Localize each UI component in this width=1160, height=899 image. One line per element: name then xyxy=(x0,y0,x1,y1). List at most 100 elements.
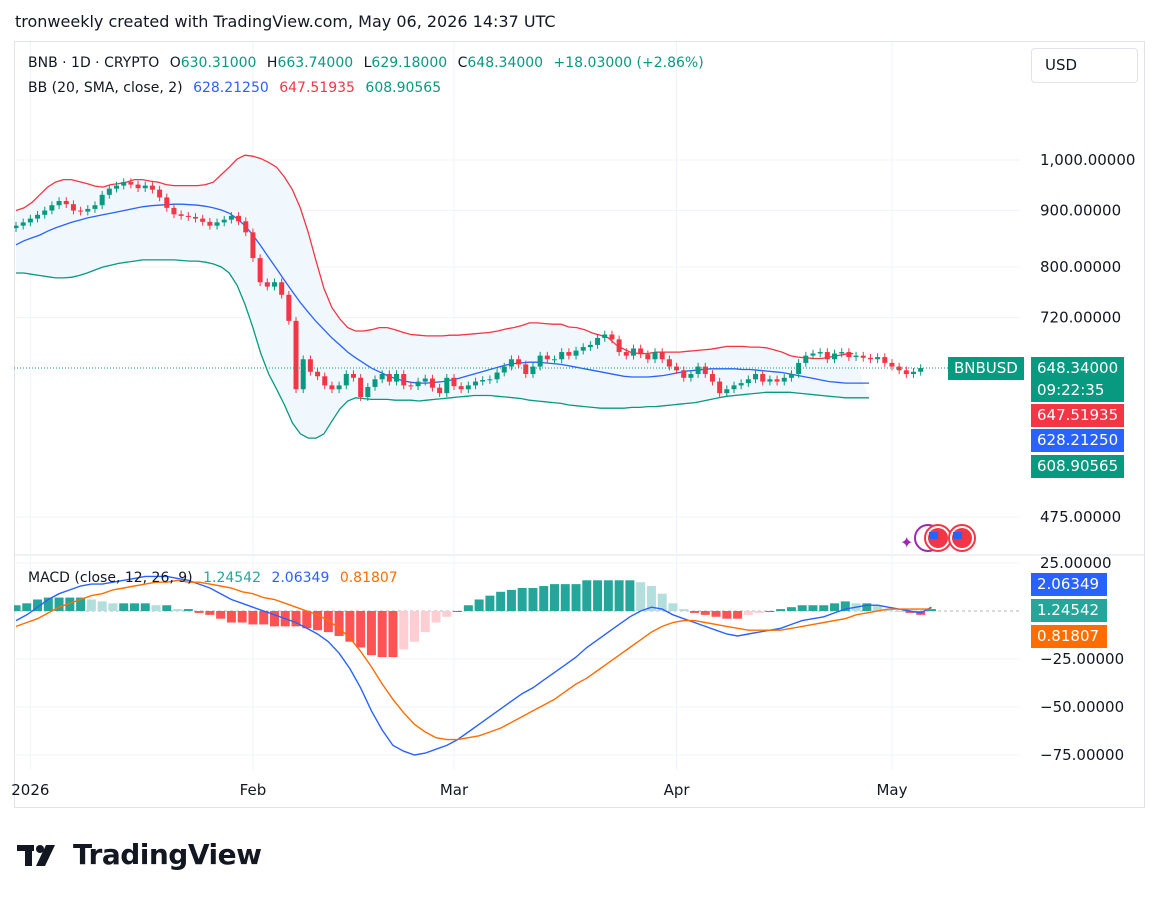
candle-body xyxy=(602,334,608,338)
macd-histogram-bar xyxy=(237,611,247,623)
candle-body xyxy=(379,374,385,380)
macd-histogram-bar xyxy=(646,586,656,611)
price-axis-tick: 720.00000 xyxy=(1040,309,1121,327)
macd-histogram-bar xyxy=(625,580,635,611)
macd-histogram-bar xyxy=(226,611,236,623)
legend-price: BNB · 1D · CRYPTO O630.31000 H663.74000 … xyxy=(28,55,710,71)
candle-body xyxy=(559,352,565,360)
macd-histogram-bar xyxy=(129,603,139,611)
candle-body xyxy=(832,353,838,360)
price-axis-tick: 1,000.00000 xyxy=(1040,151,1135,169)
candle-body xyxy=(149,185,155,190)
legend-open: O630.31000 xyxy=(169,55,257,71)
macd-histogram-bar xyxy=(399,611,409,650)
candle-body xyxy=(358,377,364,398)
macd-histogram-bar xyxy=(269,611,279,627)
candle-body xyxy=(401,374,407,386)
candle-body xyxy=(250,232,256,259)
candle-body xyxy=(674,366,680,371)
candle-body xyxy=(745,379,751,384)
macd-histogram-bar xyxy=(819,605,829,611)
candles xyxy=(14,178,1020,401)
candle-body xyxy=(114,185,120,189)
macd-histogram-bar xyxy=(926,609,936,611)
macd-histogram-bar xyxy=(496,591,506,611)
macd-histogram-bar xyxy=(883,609,893,611)
macd-histogram-bar xyxy=(248,611,258,625)
legend-symbol[interactable]: BNB · 1D · CRYPTO xyxy=(28,55,160,71)
legend-macd-label[interactable]: MACD (close, 12, 26, 9) xyxy=(28,570,193,586)
macd-histogram-bar xyxy=(722,611,732,619)
symbol-tag: BNBUSD xyxy=(948,357,1024,380)
candle-body xyxy=(106,188,112,195)
tradingview-logo[interactable]: TradingView xyxy=(17,838,262,871)
macd-line xyxy=(15,575,932,756)
candle-body xyxy=(846,352,852,358)
candle-body xyxy=(85,208,91,212)
chart-header: tronweekly created with TradingView.com,… xyxy=(15,12,556,31)
macd-histogram-bar xyxy=(905,611,915,613)
macd-histogram-bar xyxy=(743,611,753,615)
bollinger-band-fill xyxy=(16,155,869,439)
candle-body xyxy=(92,205,98,209)
macd-histogram-bar xyxy=(754,611,764,613)
legend-macd-line: 2.06349 xyxy=(271,570,330,586)
macd-histogram-bar xyxy=(43,597,53,611)
macd-histogram xyxy=(14,580,936,658)
tradingview-logo-text: TradingView xyxy=(73,838,262,871)
candle-body xyxy=(516,359,522,365)
candle-body xyxy=(587,344,593,348)
macd-histogram-bar xyxy=(485,595,495,611)
bb-upper-tag: 647.51935 xyxy=(1031,404,1124,427)
candle-body xyxy=(889,362,895,367)
candle-body xyxy=(810,353,816,356)
macd-histogram-bar xyxy=(840,601,850,611)
candle-body xyxy=(738,383,744,386)
macd-histogram-bar xyxy=(420,611,430,633)
macd-histogram-bar xyxy=(313,611,323,631)
macd-lines xyxy=(15,575,932,756)
candle-body xyxy=(623,352,629,356)
candle-body xyxy=(121,182,127,186)
bollinger-fill xyxy=(16,155,869,439)
candle-body xyxy=(135,184,141,189)
macd-histogram-bar xyxy=(453,611,463,612)
economic-events-icon[interactable]: ✦ xyxy=(900,522,990,554)
candle-body xyxy=(695,366,701,375)
macd-histogram-bar xyxy=(614,580,624,611)
legend-bb-upper: 647.51935 xyxy=(279,80,355,96)
macd-histogram-bar xyxy=(431,611,441,623)
macd-histogram-bar xyxy=(334,611,344,636)
candle-body xyxy=(286,294,292,321)
candle-body xyxy=(774,379,780,382)
macd-histogram-bar xyxy=(776,609,786,611)
legend-macd-hist: 1.24542 xyxy=(203,570,261,586)
candle-body xyxy=(178,214,184,216)
macd-histogram-bar xyxy=(474,599,484,611)
candle-body xyxy=(49,205,55,211)
candle-body xyxy=(63,201,69,205)
hist-tag: 1.24542 xyxy=(1031,599,1107,622)
candle-body xyxy=(429,378,435,388)
macd-histogram-bar xyxy=(603,580,613,611)
candle-body xyxy=(293,320,299,390)
candle-body xyxy=(709,374,715,382)
candle-body xyxy=(365,386,371,398)
legend-bb-label[interactable]: BB (20, SMA, close, 2) xyxy=(28,80,183,96)
candle-body xyxy=(616,339,622,353)
legend-macd-signal: 0.81807 xyxy=(339,570,398,586)
candle-body xyxy=(465,385,471,390)
macd-histogram-bar xyxy=(216,611,226,619)
candle-body xyxy=(501,366,507,373)
currency-button[interactable]: USD xyxy=(1031,48,1138,83)
macd-histogram-bar xyxy=(679,609,689,611)
candle-body xyxy=(480,380,486,382)
last-price-tag: 648.34000 xyxy=(1031,357,1124,380)
candle-body xyxy=(70,204,76,211)
bb-lower-tag: 608.90565 xyxy=(1031,455,1124,478)
candle-body xyxy=(860,355,866,358)
candle-body xyxy=(408,385,414,387)
candle-body xyxy=(128,182,134,185)
time-axis-tick: Mar xyxy=(440,781,469,799)
